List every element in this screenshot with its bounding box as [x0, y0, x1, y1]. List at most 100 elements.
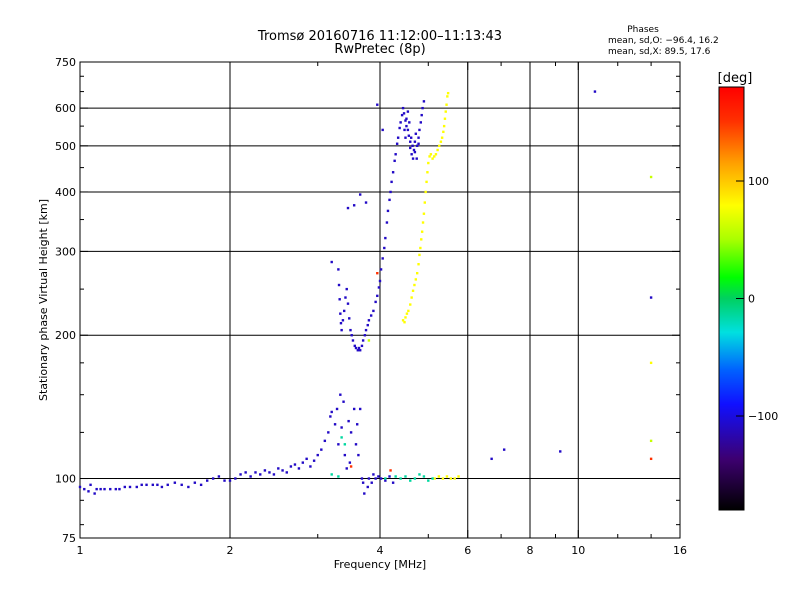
data-point: [83, 487, 86, 491]
data-point: [405, 312, 409, 315]
x-tick-label: 6: [464, 544, 471, 557]
data-point: [156, 483, 159, 487]
data-point: [408, 121, 411, 124]
data-point: [414, 278, 418, 281]
chart-subtitle: RwPretec (8p): [334, 42, 425, 57]
data-point: [93, 492, 96, 495]
data-point: [391, 481, 395, 484]
data-point: [323, 439, 327, 443]
data-point: [396, 136, 400, 139]
data-point: [405, 117, 408, 120]
data-point: [145, 483, 148, 487]
data-point: [413, 140, 417, 143]
data-point: [333, 423, 337, 426]
data-point: [405, 124, 408, 128]
data-point: [187, 485, 190, 489]
data-point: [444, 110, 447, 113]
data-point: [403, 128, 406, 132]
y-tick-label: 200: [55, 329, 76, 342]
data-point: [446, 91, 450, 95]
x-tick-label: 2: [227, 544, 234, 557]
data-point: [457, 475, 460, 478]
data-point: [293, 463, 297, 466]
x-tick-label: 4: [377, 544, 384, 557]
data-point: [337, 268, 340, 271]
data-point: [99, 487, 102, 491]
data-point: [205, 479, 209, 482]
data-point: [344, 296, 347, 299]
data-point: [346, 206, 350, 210]
data-point: [419, 121, 423, 124]
data-point: [415, 272, 419, 275]
y-tick-label: 100: [55, 473, 76, 486]
data-point: [340, 426, 343, 429]
data-point: [431, 157, 434, 160]
data-point: [649, 439, 653, 443]
data-points: [78, 90, 653, 495]
data-point: [109, 487, 112, 491]
data-point: [277, 467, 280, 470]
data-point: [422, 212, 426, 215]
data-point: [399, 121, 402, 124]
data-point: [259, 473, 262, 476]
data-point: [312, 459, 316, 462]
data-point: [173, 481, 177, 484]
data-point: [364, 328, 368, 332]
data-point: [335, 407, 339, 411]
data-point: [166, 483, 169, 487]
data-point: [449, 477, 453, 480]
data-point: [377, 286, 381, 289]
data-point: [135, 485, 138, 489]
data-point: [431, 477, 434, 480]
data-point: [372, 309, 375, 313]
data-point: [340, 328, 343, 332]
data-point: [401, 106, 405, 110]
data-point: [337, 475, 340, 478]
data-point: [412, 148, 416, 152]
data-point: [193, 481, 197, 484]
x-tick-label: 8: [527, 544, 534, 557]
data-point: [357, 453, 360, 457]
data-point: [381, 128, 384, 132]
data-point: [415, 157, 418, 160]
data-point: [428, 155, 431, 158]
data-point: [356, 349, 359, 352]
data-point: [384, 236, 387, 240]
data-point: [95, 487, 98, 491]
data-point: [423, 201, 426, 204]
data-point: [593, 90, 597, 93]
data-point: [407, 134, 411, 137]
data-point: [358, 349, 362, 352]
data-point: [422, 475, 426, 478]
data-point: [345, 287, 348, 291]
data-point: [374, 477, 377, 480]
y-axis-label: Stationary phase Virtual Height [km]: [37, 199, 50, 401]
data-point: [376, 294, 379, 298]
data-point: [414, 132, 418, 135]
data-point: [390, 180, 393, 184]
data-point: [559, 450, 562, 453]
data-point: [442, 130, 445, 134]
stats-line-o: mean, sd,O: −96.4, 16.2: [608, 36, 719, 46]
stats-title: Phases: [627, 25, 659, 35]
data-point: [289, 465, 293, 468]
data-point: [409, 479, 412, 482]
colorbar-tick-label: 0: [748, 293, 755, 306]
data-point: [87, 490, 90, 493]
data-point: [234, 477, 237, 480]
data-point: [376, 272, 379, 275]
data-point: [413, 283, 416, 287]
data-point: [502, 448, 506, 451]
data-point: [445, 103, 448, 106]
data-point: [439, 140, 443, 143]
data-point: [285, 471, 288, 474]
data-point: [355, 423, 359, 426]
data-point: [403, 321, 406, 324]
colorbar-ticks: 100 0 −100: [736, 175, 778, 423]
y-tick-label: 500: [55, 140, 76, 153]
y-tick-label: 75: [62, 532, 76, 545]
data-point: [490, 457, 493, 461]
data-point: [409, 146, 412, 150]
data-point: [649, 296, 653, 299]
data-point: [649, 457, 653, 461]
